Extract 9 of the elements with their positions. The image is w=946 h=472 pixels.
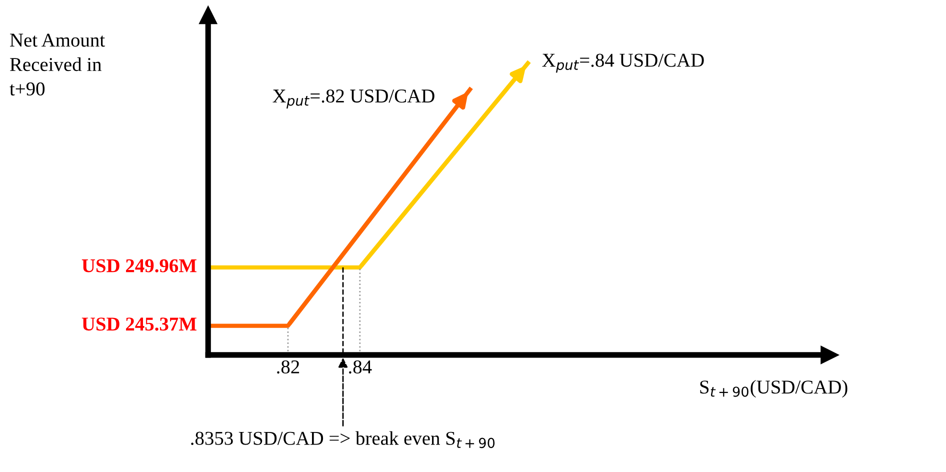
x-tick-label: .82	[277, 360, 300, 374]
annotation: .8353 USD/CAD => break even S$_{t+90}$	[191, 431, 495, 448]
x-tick-label: .84	[349, 360, 372, 374]
x-axis-title: S$_{t+90}$(USD/CAD)	[700, 380, 848, 398]
text: USD 249.96M	[82, 259, 196, 272]
text: USD 245.37M	[82, 318, 196, 331]
series-label: X$_{put}$=.82 USD/CAD	[272, 89, 434, 108]
text: Net Amount Received in t+90	[10, 34, 105, 96]
legend-label: X$_{put}$=.84 USD/CAD	[542, 54, 704, 73]
